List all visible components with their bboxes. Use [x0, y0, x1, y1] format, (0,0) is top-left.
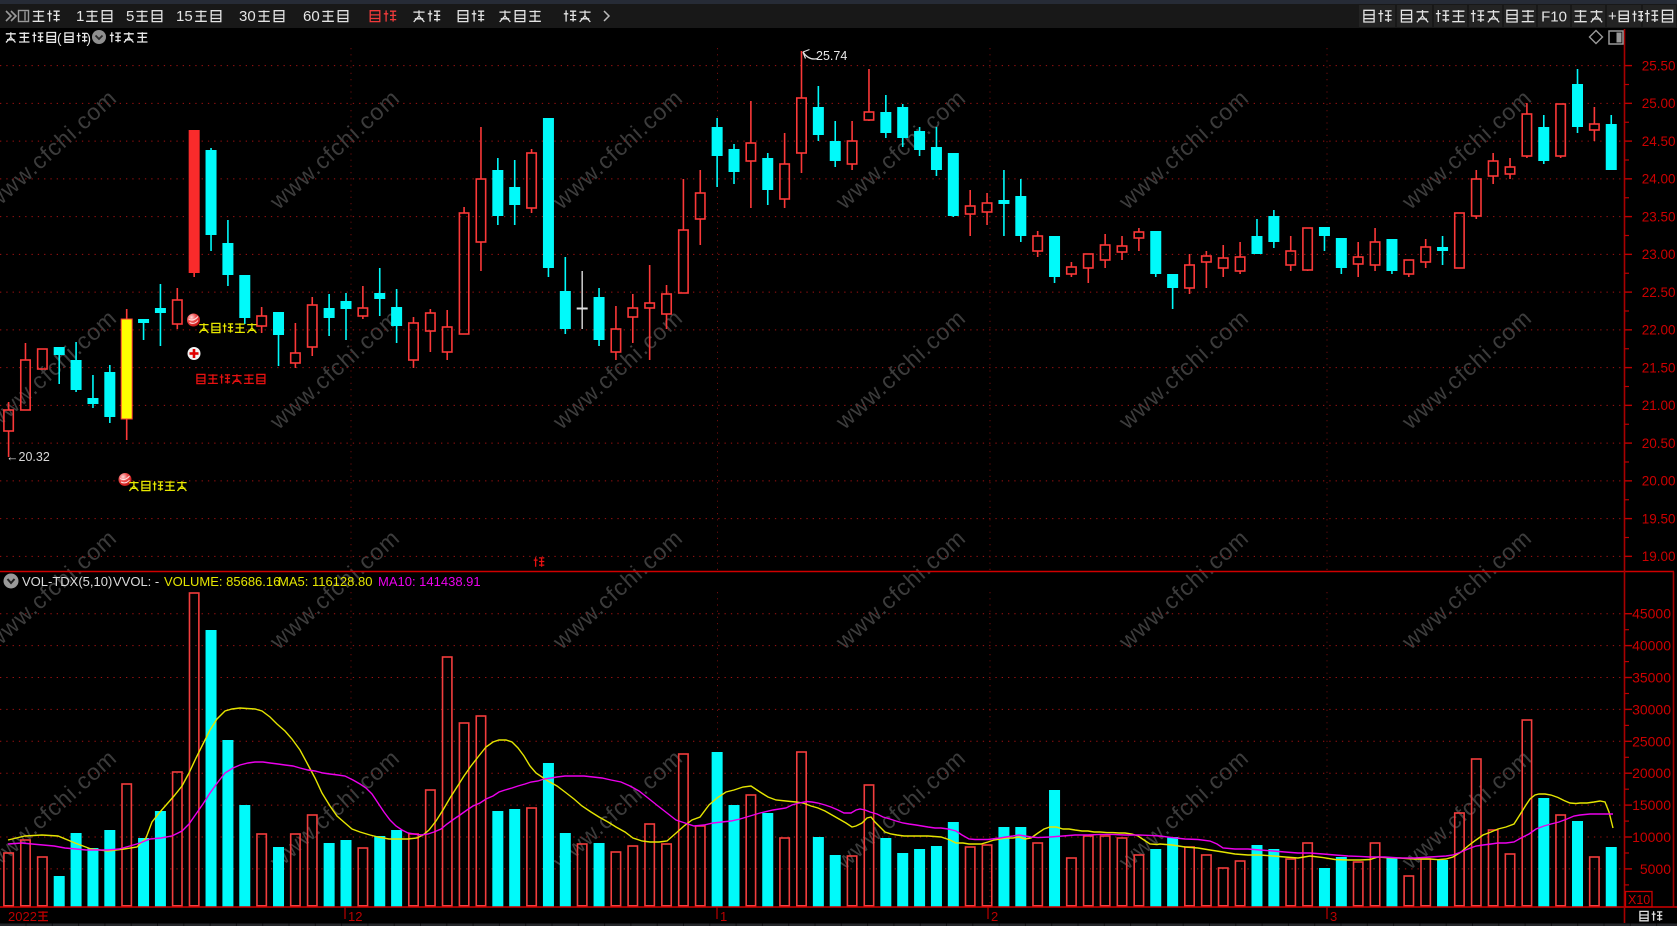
svg-text:21.00: 21.00	[1642, 398, 1676, 413]
svg-text:21.50: 21.50	[1642, 360, 1676, 375]
svg-text:22.00: 22.00	[1642, 323, 1676, 338]
svg-text:5000: 5000	[1640, 861, 1671, 877]
svg-text:www.cfchi.com: www.cfchi.com	[0, 524, 122, 654]
svg-text:1: 1	[720, 909, 727, 924]
svg-text:www.cfchi.com: www.cfchi.com	[547, 524, 688, 654]
svg-text:www.cfchi.com: www.cfchi.com	[1113, 84, 1254, 214]
svg-text:40000: 40000	[1632, 638, 1671, 654]
svg-text:(: (	[57, 31, 62, 46]
svg-text:22.50: 22.50	[1642, 285, 1676, 300]
svg-text:45000: 45000	[1632, 606, 1671, 622]
svg-text:X10: X10	[1628, 893, 1650, 907]
svg-text:35000: 35000	[1632, 670, 1671, 686]
svg-text:23.50: 23.50	[1642, 209, 1676, 224]
svg-text:+: +	[1608, 8, 1617, 25]
svg-text:www.cfchi.com: www.cfchi.com	[0, 304, 122, 434]
svg-text:www.cfchi.com: www.cfchi.com	[0, 84, 122, 214]
svg-text:12: 12	[348, 909, 362, 924]
svg-text:60: 60	[303, 8, 320, 25]
svg-text:www.cfchi.com: www.cfchi.com	[0, 744, 122, 874]
svg-text:24.50: 24.50	[1642, 134, 1676, 149]
svg-text:25000: 25000	[1632, 733, 1671, 749]
svg-text:19.50: 19.50	[1642, 511, 1676, 526]
svg-text:1: 1	[76, 8, 84, 25]
svg-text:24.00: 24.00	[1642, 172, 1676, 187]
svg-text:): )	[87, 31, 92, 46]
svg-text:20000: 20000	[1632, 765, 1671, 781]
svg-text:5: 5	[126, 8, 134, 25]
svg-text:www.cfchi.com: www.cfchi.com	[1113, 304, 1254, 434]
svg-text:23.00: 23.00	[1642, 247, 1676, 262]
svg-text:20.00: 20.00	[1642, 474, 1676, 489]
svg-text:VVOL: -: VVOL: -	[113, 574, 159, 589]
svg-text:www.cfchi.com: www.cfchi.com	[1396, 84, 1537, 214]
svg-text:www.cfchi.com: www.cfchi.com	[830, 524, 971, 654]
svg-text:VOLUME: 85686.16: VOLUME: 85686.16	[164, 574, 280, 589]
svg-text:3: 3	[1330, 909, 1337, 924]
svg-text:←20.32: ←20.32	[6, 450, 50, 464]
svg-text:20.50: 20.50	[1642, 436, 1676, 451]
svg-text:25.50: 25.50	[1642, 58, 1676, 73]
svg-text:19.00: 19.00	[1642, 549, 1676, 564]
svg-text:MA5: 116128.80: MA5: 116128.80	[278, 574, 372, 589]
svg-text:30000: 30000	[1632, 701, 1671, 717]
svg-text:www.cfchi.com: www.cfchi.com	[830, 304, 971, 434]
svg-text:www.cfchi.com: www.cfchi.com	[1396, 744, 1537, 874]
svg-text:15000: 15000	[1632, 797, 1671, 813]
svg-text:www.cfchi.com: www.cfchi.com	[264, 524, 405, 654]
svg-text:www.cfchi.com: www.cfchi.com	[1396, 524, 1537, 654]
svg-text:2: 2	[991, 909, 998, 924]
svg-text:25.00: 25.00	[1642, 96, 1676, 111]
svg-text:10000: 10000	[1632, 829, 1671, 845]
svg-text:25.74: 25.74	[816, 49, 847, 63]
svg-text:www.cfchi.com: www.cfchi.com	[264, 304, 405, 434]
svg-text:F10: F10	[1541, 9, 1567, 26]
svg-text:VOL-TDX(5,10): VOL-TDX(5,10)	[22, 574, 112, 589]
svg-text:www.cfchi.com: www.cfchi.com	[1113, 524, 1254, 654]
svg-text:MA10: 141438.91: MA10: 141438.91	[378, 574, 481, 589]
svg-text:30: 30	[239, 8, 256, 25]
svg-text:2022: 2022	[8, 909, 37, 924]
svg-text:www.cfchi.com: www.cfchi.com	[1396, 304, 1537, 434]
svg-text:15: 15	[176, 8, 193, 25]
